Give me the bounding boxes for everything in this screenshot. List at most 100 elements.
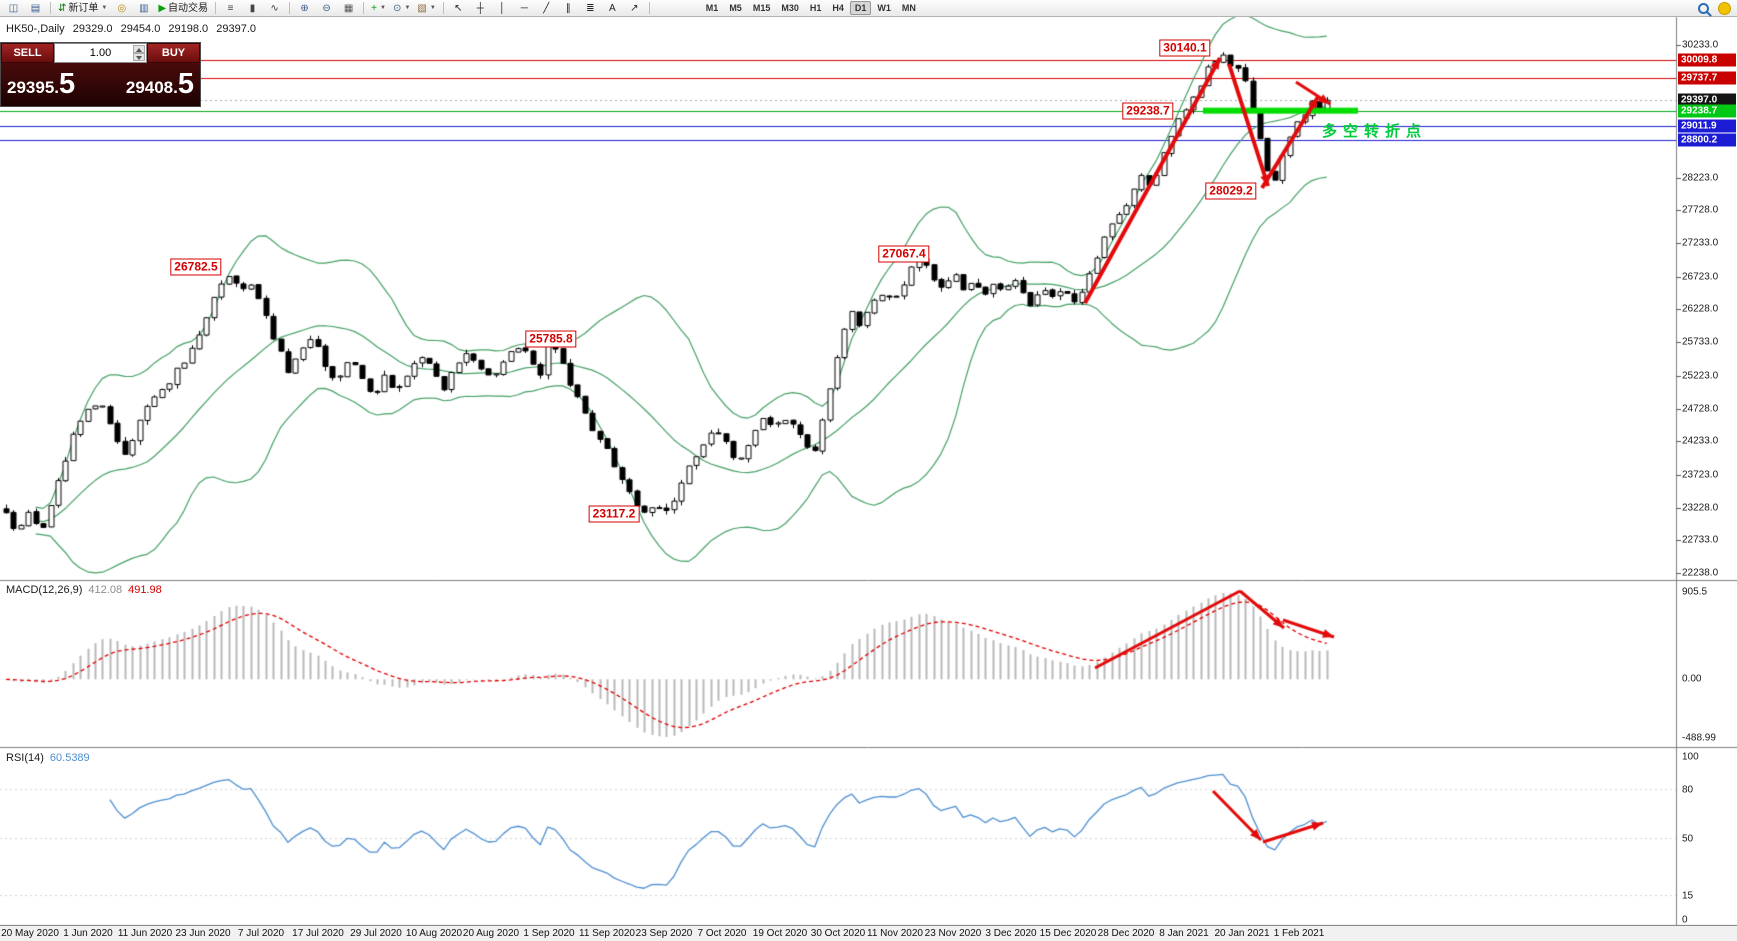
- bar-chart-icon: ≡: [227, 2, 234, 14]
- chevron-down-icon: ▼: [101, 4, 108, 11]
- toolbar-separator: [648, 2, 650, 14]
- date-tick-label: 23 Jun 2020: [175, 928, 231, 939]
- toolbar-separator: [442, 2, 444, 14]
- cursor-icon: ↖: [454, 2, 463, 14]
- grid-button[interactable]: ▦: [338, 0, 359, 17]
- rsi-indicator-label: RSI(14) 60.5389: [6, 752, 90, 764]
- date-tick-label: 11 Sep 2020: [579, 928, 635, 939]
- data-window-button[interactable]: ▥: [133, 0, 154, 17]
- vertical-line-icon: │: [499, 2, 506, 14]
- timeframe-mn[interactable]: MN: [901, 3, 916, 13]
- volume-up-icon[interactable]: [133, 45, 145, 53]
- cursor-button[interactable]: ↖: [448, 0, 469, 17]
- date-tick-label: 11 Jun 2020: [117, 928, 173, 939]
- arrows-button[interactable]: ↗: [624, 0, 645, 17]
- candlestick-chart-button[interactable]: ▮: [242, 0, 263, 17]
- timeframe-h4[interactable]: H4: [832, 3, 844, 13]
- volume-down-icon[interactable]: [133, 53, 145, 61]
- date-tick-label: 29 Jul 2020: [350, 928, 402, 939]
- new-order-icon: ⇵: [58, 2, 67, 14]
- crosshair-button[interactable]: ┼: [470, 0, 491, 17]
- indicators-button[interactable]: + ▼: [368, 0, 389, 17]
- date-tick-label: 7 Jul 2020: [237, 928, 285, 939]
- chevron-down-icon: ▼: [429, 4, 436, 11]
- new-order-button[interactable]: ⇵ 新订单 ▼: [55, 0, 110, 17]
- rsi-value: 60.5389: [49, 752, 90, 764]
- buy-button[interactable]: BUY: [147, 43, 200, 63]
- date-tick-label: 15 Dec 2020: [1039, 928, 1097, 939]
- macd-indicator-label: MACD(12,26,9) 412.08 491.98: [6, 584, 162, 596]
- line-chart-button[interactable]: ∿: [264, 0, 285, 17]
- macd-signal-value: 491.98: [128, 584, 162, 596]
- volume-input[interactable]: 1.00: [54, 43, 147, 63]
- fibonacci-icon: ≣: [586, 2, 595, 14]
- indicators-icon: +: [371, 2, 377, 14]
- horizontal-line-button[interactable]: ─: [514, 0, 535, 17]
- data-window-icon: ▥: [139, 2, 149, 14]
- search-icon[interactable]: [1698, 2, 1709, 14]
- ohlc-low: 29198.0: [168, 23, 209, 35]
- date-tick-label: 23 Sep 2020: [635, 928, 693, 939]
- zoom-in-icon: ⊕: [300, 2, 309, 14]
- timeframe-m5[interactable]: M5: [729, 3, 742, 13]
- periods-button[interactable]: ⊙ ▼: [390, 0, 413, 17]
- date-tick-label: 1 Jun 2020: [63, 928, 113, 939]
- zoom-in-button[interactable]: ⊕: [294, 0, 315, 17]
- date-tick-label: 1 Sep 2020: [523, 928, 575, 939]
- ohlc-high: 29454.0: [120, 23, 161, 35]
- timeframe-m15[interactable]: M15: [752, 3, 771, 13]
- date-tick-label: 20 May 2020: [1, 928, 59, 939]
- bar-chart-button[interactable]: ≡: [220, 0, 241, 17]
- date-tick-label: 3 Dec 2020: [985, 928, 1037, 939]
- date-tick-label: 28 Dec 2020: [1097, 928, 1155, 939]
- date-tick-label: 17 Jul 2020: [292, 928, 344, 939]
- text-button[interactable]: A: [602, 0, 623, 17]
- sell-button[interactable]: SELL: [1, 43, 54, 63]
- profiles-button[interactable]: ▤: [25, 0, 46, 17]
- chevron-down-icon: ▼: [379, 4, 386, 11]
- periods-icon: ⊙: [393, 2, 402, 14]
- channel-icon: ∥: [565, 2, 571, 14]
- toolbar-separator: [215, 2, 217, 14]
- sell-price[interactable]: 29395. 5: [7, 68, 76, 100]
- fibonacci-button[interactable]: ≣: [580, 0, 601, 17]
- profiles-icon: ▤: [30, 2, 41, 14]
- trendline-icon: ╱: [543, 2, 550, 14]
- new-chart-button[interactable]: ◫: [3, 0, 24, 17]
- time-axis[interactable]: 20 May 2020 1 Jun 2020 11 Jun 2020 23 Jun 2…: [0, 925, 1737, 941]
- channel-button[interactable]: ∥: [558, 0, 579, 17]
- date-tick-label: 1 Feb 2021: [1273, 928, 1325, 939]
- trendline-button[interactable]: ╱: [536, 0, 557, 17]
- date-tick-label: 8 Jan 2021: [1159, 928, 1209, 939]
- autotrading-button[interactable]: ▶ 自动交易: [155, 0, 211, 17]
- zoom-out-button[interactable]: ⊖: [316, 0, 337, 17]
- toolbar-separator: [50, 2, 51, 14]
- horizontal-line-icon: ─: [520, 2, 528, 14]
- ohlc-open: 29329.0: [72, 23, 113, 35]
- timeframe-w1[interactable]: W1: [877, 3, 891, 13]
- line-chart-icon: ∿: [270, 2, 279, 14]
- notifications-badge[interactable]: [1718, 1, 1731, 15]
- new-chart-icon: ◫: [8, 2, 19, 14]
- market-watch-button[interactable]: ◎: [111, 0, 132, 17]
- buy-price[interactable]: 29408. 5: [125, 68, 194, 100]
- ohlc-close: 29397.0: [216, 23, 256, 35]
- date-tick-label: 23 Nov 2020: [924, 928, 982, 939]
- timeframe-h1[interactable]: H1: [809, 3, 822, 13]
- arrows-icon: ↗: [630, 2, 639, 14]
- grid-icon: ▦: [343, 2, 354, 14]
- templates-button[interactable]: ▧ ▼: [414, 0, 438, 17]
- date-tick-label: 20 Jan 2021: [1214, 928, 1270, 939]
- timeframe-m30[interactable]: M30: [781, 3, 799, 13]
- crosshair-icon: ┼: [476, 2, 484, 14]
- timeframe-d1[interactable]: D1: [849, 1, 872, 15]
- vertical-line-button[interactable]: │: [492, 0, 513, 17]
- volume-stepper[interactable]: [133, 45, 145, 61]
- date-tick-label: 30 Oct 2020: [810, 928, 866, 939]
- market-watch-icon: ◎: [117, 2, 127, 14]
- one-click-trading-panel: SELL 1.00 BUY 29395. 5 29408. 5: [0, 42, 201, 107]
- timeframe-m1[interactable]: M1: [705, 3, 719, 13]
- volume-value: 1.00: [89, 47, 112, 59]
